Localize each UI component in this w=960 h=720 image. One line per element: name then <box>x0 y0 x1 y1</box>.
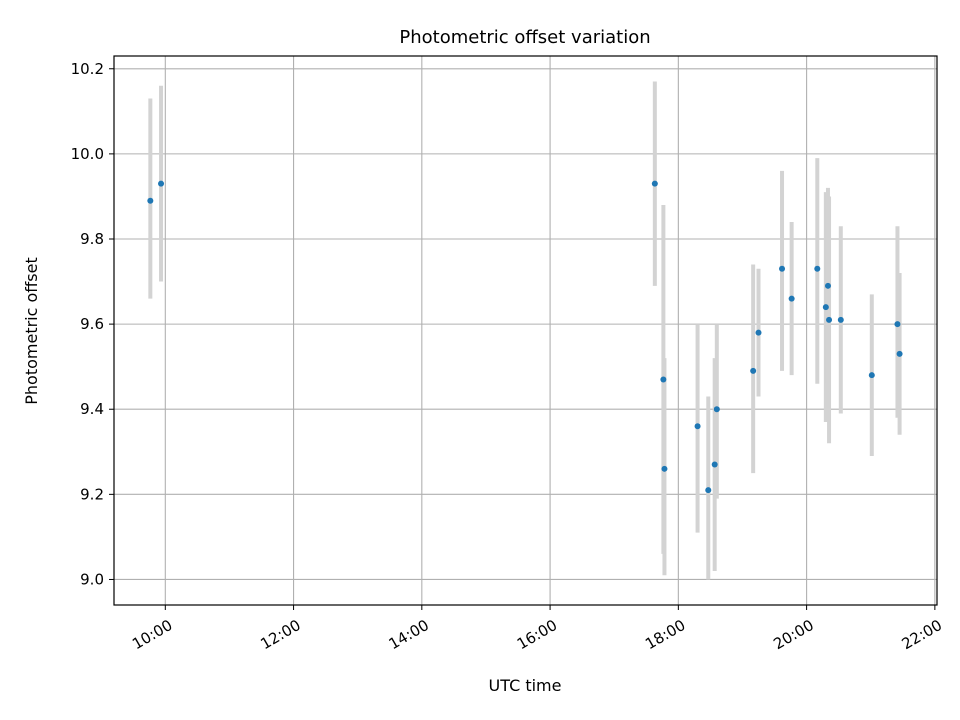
data-point <box>694 423 701 430</box>
y-axis: 9.0 9.2 9.4 9.6 9.8 10.0 10.2 <box>71 60 114 588</box>
x-tick-label: 16:00 <box>514 616 560 653</box>
data-point <box>755 329 762 336</box>
data-point <box>837 316 844 323</box>
data-point <box>713 406 720 413</box>
y-tick-label: 10.0 <box>71 145 104 163</box>
data-point <box>705 487 712 494</box>
data-point <box>824 282 831 289</box>
data-point <box>822 304 829 311</box>
data-point <box>147 197 154 204</box>
data-point <box>896 350 903 357</box>
x-axis: 10:00 12:00 14:00 16:00 18:00 20:00 22:00 <box>129 605 945 653</box>
y-tick-label: 9.2 <box>80 485 104 503</box>
x-tick-label: 20:00 <box>770 616 816 653</box>
x-tick-label: 18:00 <box>642 616 688 653</box>
data-points <box>147 180 903 494</box>
data-point <box>651 180 658 187</box>
y-axis-label: Photometric offset <box>22 257 41 405</box>
grid <box>114 56 937 605</box>
data-point <box>711 461 718 468</box>
data-point <box>788 295 795 302</box>
y-tick-label: 9.8 <box>80 230 104 248</box>
x-tick-label: 10:00 <box>129 616 175 653</box>
x-tick-label: 12:00 <box>257 616 303 653</box>
data-point <box>660 376 667 383</box>
x-axis-label: UTC time <box>489 676 562 695</box>
chart-title: Photometric offset variation <box>399 27 650 48</box>
data-point <box>158 180 165 187</box>
data-point <box>661 465 668 472</box>
data-point <box>826 316 833 323</box>
y-tick-label: 10.2 <box>71 60 104 78</box>
data-point <box>779 265 786 272</box>
y-tick-label: 9.4 <box>80 400 104 418</box>
x-tick-label: 22:00 <box>899 616 945 653</box>
x-tick-label: 14:00 <box>386 616 432 653</box>
y-tick-label: 9.6 <box>80 315 104 333</box>
data-point <box>868 372 875 379</box>
y-tick-label: 9.0 <box>80 570 104 588</box>
plot-frame <box>113 55 938 606</box>
data-point <box>814 265 821 272</box>
error-bars <box>148 81 902 580</box>
data-point <box>894 321 901 328</box>
data-point <box>750 367 757 374</box>
